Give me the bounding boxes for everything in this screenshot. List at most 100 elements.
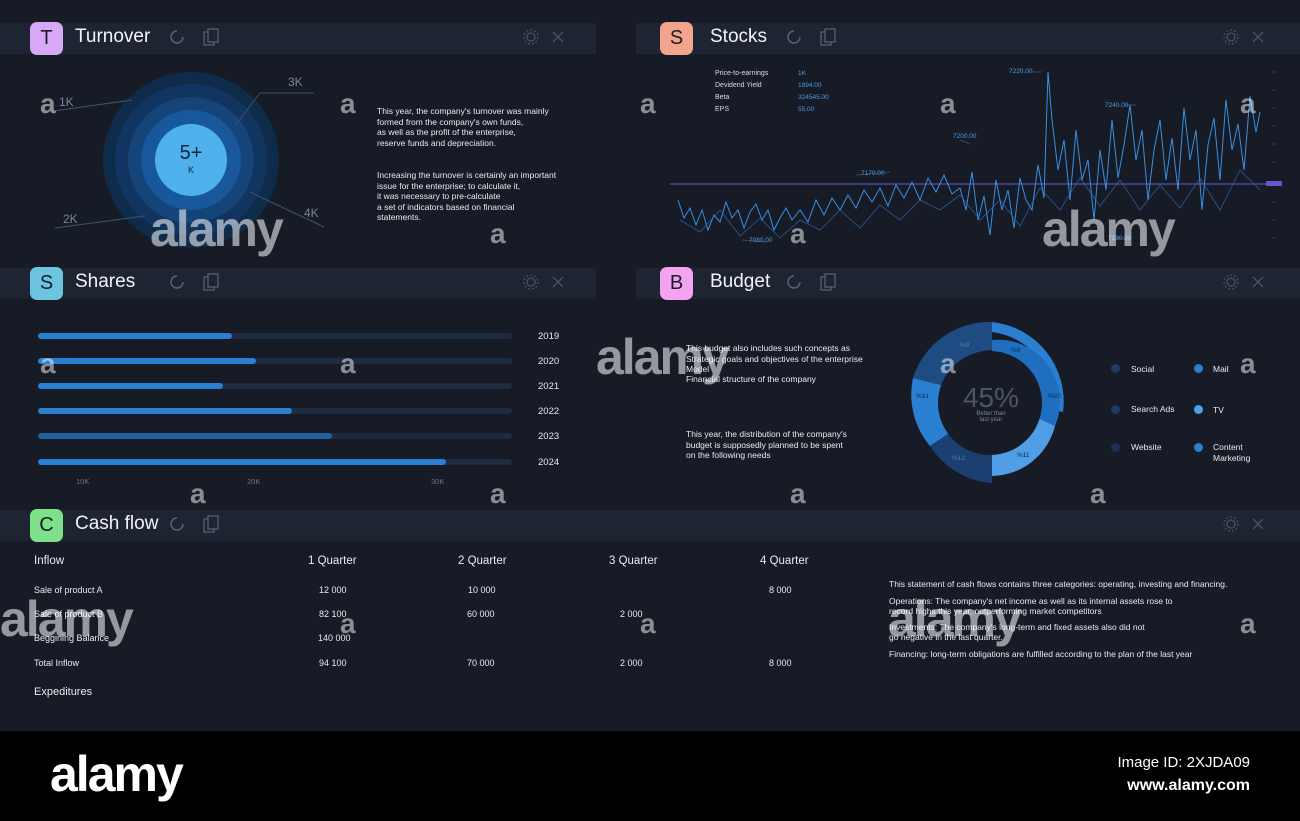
copy-icon[interactable]	[818, 272, 838, 292]
text-line: reserve funds and depreciation.	[377, 137, 497, 148]
budget-header: B Budget	[636, 267, 1300, 300]
text-line: as well as the profit of the enterprise,	[377, 127, 516, 137]
refresh-icon[interactable]	[784, 272, 804, 292]
budget-donut-chart	[911, 321, 1064, 483]
share-bar-2024	[38, 459, 512, 465]
text-line: formed from the company's own funds,	[377, 116, 524, 127]
close-icon[interactable]	[1248, 272, 1268, 292]
refresh-icon[interactable]	[167, 27, 187, 47]
share-bar-2023	[38, 433, 512, 439]
legend-dot-search-ads	[1111, 405, 1120, 414]
copy-icon[interactable]	[818, 27, 838, 47]
cashflow-avatar: C	[30, 509, 63, 542]
watermark-logo: alamy	[0, 591, 134, 647]
legend-dot-website	[1111, 443, 1120, 452]
text-line: Increasing the turnover is certainly an …	[377, 170, 557, 180]
turnover-text-1: This year, the company's turnover was ma…	[377, 106, 549, 148]
close-icon[interactable]	[548, 272, 568, 292]
legend-social: Social	[1131, 364, 1155, 374]
cashflow-header: C Cash flow	[0, 509, 1300, 542]
legend-tv: TV	[1213, 405, 1224, 415]
cf-row-label: Sale of product A	[34, 585, 103, 595]
budget-subtitle: Better than last year	[955, 411, 1027, 423]
gear-icon[interactable]	[1221, 514, 1241, 534]
cf-cell: 10 000	[468, 585, 496, 595]
budget-subtitle-line: last year	[979, 417, 1003, 423]
watermark-glyph: a	[340, 348, 356, 379]
copy-icon[interactable]	[201, 514, 221, 534]
cf-col-inflow: Inflow	[34, 555, 65, 567]
watermark-logo: alamy	[888, 591, 1022, 647]
shares-title: Shares	[75, 271, 136, 292]
cf-col-q1: 1 Quarter	[308, 555, 357, 567]
cf-cell: 140 000	[318, 633, 351, 643]
refresh-icon[interactable]	[784, 27, 804, 47]
watermark-glyph: a	[1090, 478, 1106, 509]
cf-col-q3: 3 Quarter	[609, 555, 658, 567]
watermark-glyph: a	[40, 348, 56, 379]
stocks-avatar: S	[660, 22, 693, 55]
cf-row-label: Sale of product B	[34, 609, 104, 619]
watermark-glyph: a	[790, 478, 806, 509]
share-bar-fill	[38, 433, 332, 439]
stocks-price-7080: 7080.00	[749, 237, 773, 244]
text-line: it was necessary to pre-calculate	[377, 191, 501, 201]
text-line: Strategic goals and objectives of the en…	[686, 353, 863, 364]
cf-col-q2: 2 Quarter	[458, 555, 507, 567]
shares-avatar: S	[30, 267, 63, 300]
share-bar-2021	[38, 383, 512, 389]
metric-label: Devidend Yield	[715, 82, 762, 89]
stocks-price-7170: 7170.00	[861, 170, 885, 177]
gear-icon[interactable]	[1221, 27, 1241, 47]
legend-dot-mail	[1194, 364, 1203, 373]
legend-search-ads: Search Ads	[1131, 404, 1175, 414]
watermark-glyph: a	[940, 348, 956, 379]
stocks-line-chart	[670, 71, 1282, 243]
share-year-2024: 2024	[538, 457, 560, 468]
share-bar-2019	[38, 333, 512, 339]
legend-dot-content-marketing	[1194, 443, 1203, 452]
stocks-price-7220: 7220.00	[1009, 68, 1033, 75]
cf-col-q4: 4 Quarter	[760, 555, 809, 567]
budget-text-1: This budget also includes such concepts …	[686, 343, 863, 384]
cf-cell: 60 000	[467, 609, 495, 619]
close-icon[interactable]	[1248, 514, 1268, 534]
watermark-glyph: a	[1240, 348, 1256, 379]
alamy-url: www.alamy.com	[1127, 777, 1250, 794]
gear-icon[interactable]	[521, 272, 541, 292]
budget-subtitle-line: Better than	[976, 411, 1006, 417]
text-line: budget is supposedly planned to be spent	[686, 439, 843, 450]
watermark-glyph: a	[790, 218, 806, 249]
close-icon[interactable]	[1248, 27, 1268, 47]
watermark-glyph: a	[1240, 88, 1256, 119]
stocks-title: Stocks	[710, 26, 768, 47]
footer-bar: alamy Image ID: 2XJDA09 www.alamy.com	[0, 731, 1300, 821]
close-icon[interactable]	[548, 27, 568, 47]
note-line: Operations: The company's net income as …	[889, 595, 1173, 606]
copy-icon[interactable]	[201, 27, 221, 47]
refresh-icon[interactable]	[167, 272, 187, 292]
share-year-2020: 2020	[538, 356, 560, 367]
legend-dot-social	[1111, 364, 1120, 373]
metric-label: Price-to-earnings	[715, 70, 769, 77]
text-line: a set of indicators based on financial	[377, 201, 515, 212]
gear-icon[interactable]	[521, 27, 541, 47]
turnover-label-1k: 1K	[59, 95, 74, 109]
budget-seg-label: %31	[916, 393, 930, 400]
alamy-logo: alamy	[50, 746, 184, 802]
watermark-glyph: a	[1240, 608, 1256, 639]
share-bar-fill	[38, 358, 257, 364]
cf-cell: 2 000	[620, 609, 643, 619]
budget-avatar: B	[660, 267, 693, 300]
share-year-2023: 2023	[538, 431, 560, 442]
note-line: record highs this year, outperforming ma…	[889, 606, 1102, 616]
legend-website: Website	[1131, 442, 1162, 452]
share-tick-30k: 30K	[431, 477, 445, 486]
refresh-icon[interactable]	[167, 514, 187, 534]
gear-icon[interactable]	[1221, 272, 1241, 292]
share-year-2022: 2022	[538, 406, 560, 417]
copy-icon[interactable]	[201, 272, 221, 292]
metric-value: 324545.00	[798, 94, 829, 101]
text-line: statements.	[377, 212, 421, 222]
metric-value: 1894.00	[798, 82, 822, 89]
